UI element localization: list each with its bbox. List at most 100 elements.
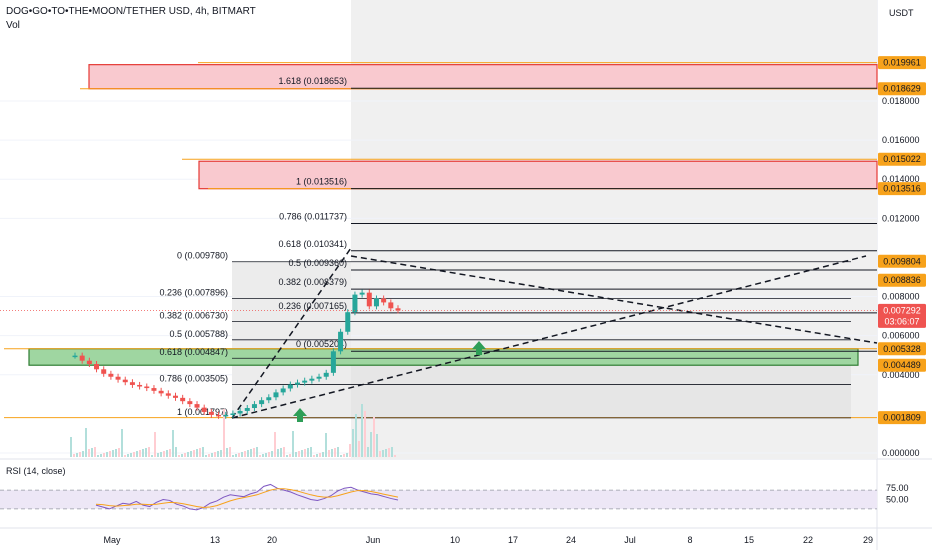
- price-candle: [273, 392, 279, 398]
- x-tick-label: 20: [267, 535, 277, 545]
- price-tag: 0.004489: [878, 358, 926, 372]
- price-candle: [395, 308, 401, 311]
- volume-bar: [79, 452, 81, 457]
- volume-bar: [160, 452, 162, 457]
- volume-bar: [358, 441, 360, 457]
- volume-bar: [226, 448, 228, 457]
- price-candle: [359, 292, 365, 295]
- fib-extension-label: 0.382 (0.008379): [278, 277, 347, 287]
- price-candle: [230, 413, 236, 415]
- fib-extension-label: 1.618 (0.018653): [278, 76, 347, 86]
- price-candle: [237, 410, 243, 414]
- volume-bar: [121, 429, 123, 457]
- price-candle: [194, 404, 200, 408]
- volume-bar: [208, 454, 210, 457]
- fib-retracement-label: 0.382 (0.006730): [159, 310, 228, 320]
- price-candle: [208, 411, 214, 415]
- y-tick-label: 0.006000: [882, 331, 920, 341]
- fib-extension-label: 0.618 (0.010341): [278, 239, 347, 249]
- volume-bar: [73, 454, 75, 457]
- volume-bar: [310, 447, 312, 457]
- price-tag-label: 0.001809: [883, 413, 921, 423]
- volume-bar: [379, 451, 381, 457]
- volume-bar: [100, 454, 102, 457]
- price-candle: [172, 395, 178, 398]
- price-candle: [244, 408, 250, 411]
- fib-extension-label: 1 (0.013516): [296, 177, 347, 187]
- price-tag: 0.015022: [878, 152, 926, 166]
- rsi-label: RSI (14, close): [6, 466, 66, 476]
- volume-bar: [118, 448, 120, 457]
- price-candle: [295, 382, 301, 385]
- price-candle: [165, 393, 171, 396]
- fib-extension-label: 0.236 (0.007165): [278, 301, 347, 311]
- volume-bar: [376, 434, 378, 457]
- volume-bar: [85, 428, 87, 457]
- volume-bar: [250, 449, 252, 457]
- price-tag: 0.013516: [878, 182, 926, 196]
- volume-bar: [238, 453, 240, 457]
- impulse-trendline: [231, 247, 352, 419]
- volume-bar: [367, 447, 369, 457]
- volume-bar: [196, 449, 198, 457]
- y-tick-label: 0.008000: [882, 292, 920, 302]
- volume-bar: [82, 451, 84, 457]
- y-tick-label: 0.000000: [882, 448, 920, 458]
- volume-bar: [205, 455, 207, 457]
- price-candle: [373, 298, 379, 307]
- volume-label: Vol: [6, 20, 20, 31]
- price-candle: [345, 312, 351, 332]
- price-candle: [366, 292, 372, 307]
- fib-retracement-label: 0.618 (0.004847): [159, 347, 228, 357]
- volume-bar: [361, 404, 363, 457]
- volume-bar: [214, 452, 216, 457]
- volume-bar: [178, 455, 180, 457]
- price-candle: [323, 372, 329, 377]
- volume-bar: [388, 448, 390, 457]
- price-candle: [352, 294, 358, 313]
- volume-bar: [394, 455, 396, 457]
- price-candle: [302, 380, 308, 383]
- price-tag: 0.001809: [878, 411, 926, 425]
- volume-bar: [277, 449, 279, 457]
- price-candle: [108, 373, 114, 377]
- currency-label[interactable]: USDT: [889, 8, 914, 18]
- price-candle: [158, 390, 164, 394]
- price-candle: [388, 302, 394, 309]
- volume-bar: [316, 454, 318, 457]
- x-tick-label: 29: [863, 535, 873, 545]
- y-tick-label: 0.014000: [882, 174, 920, 184]
- rising-trendline: [231, 255, 867, 419]
- resistance-zone-upper: [88, 64, 878, 90]
- volume-bar: [307, 448, 309, 457]
- price-candle: [137, 384, 143, 387]
- fib-extension-label: 0.5 (0.009360): [288, 258, 347, 268]
- volume-bar: [139, 450, 141, 457]
- volume-bar: [76, 453, 78, 457]
- price-candle: [144, 386, 150, 389]
- volume-bar: [169, 449, 171, 457]
- volume-bar: [286, 455, 288, 457]
- price-tag-label: 0.008836: [883, 275, 921, 285]
- volume-bar: [151, 455, 153, 457]
- fib-retracement-label: 0.236 (0.007896): [159, 288, 228, 298]
- volume-bar: [166, 450, 168, 457]
- volume-bar: [112, 450, 114, 457]
- price-candle: [187, 401, 193, 405]
- price-candle: [216, 414, 222, 417]
- volume-bar: [262, 454, 264, 457]
- price-candle: [94, 364, 100, 370]
- price-candle: [180, 397, 186, 402]
- volume-bar: [313, 455, 315, 457]
- rsi-tick-label: 50.00: [886, 495, 909, 505]
- volume-bar: [181, 454, 183, 457]
- volume-bar: [109, 451, 111, 457]
- volume-bar: [241, 452, 243, 457]
- volume-bar: [283, 447, 285, 457]
- price-tag-label: 0.015022: [883, 154, 921, 164]
- volume-bar: [370, 432, 372, 457]
- volume-bar: [256, 447, 258, 457]
- volume-bar: [97, 455, 99, 457]
